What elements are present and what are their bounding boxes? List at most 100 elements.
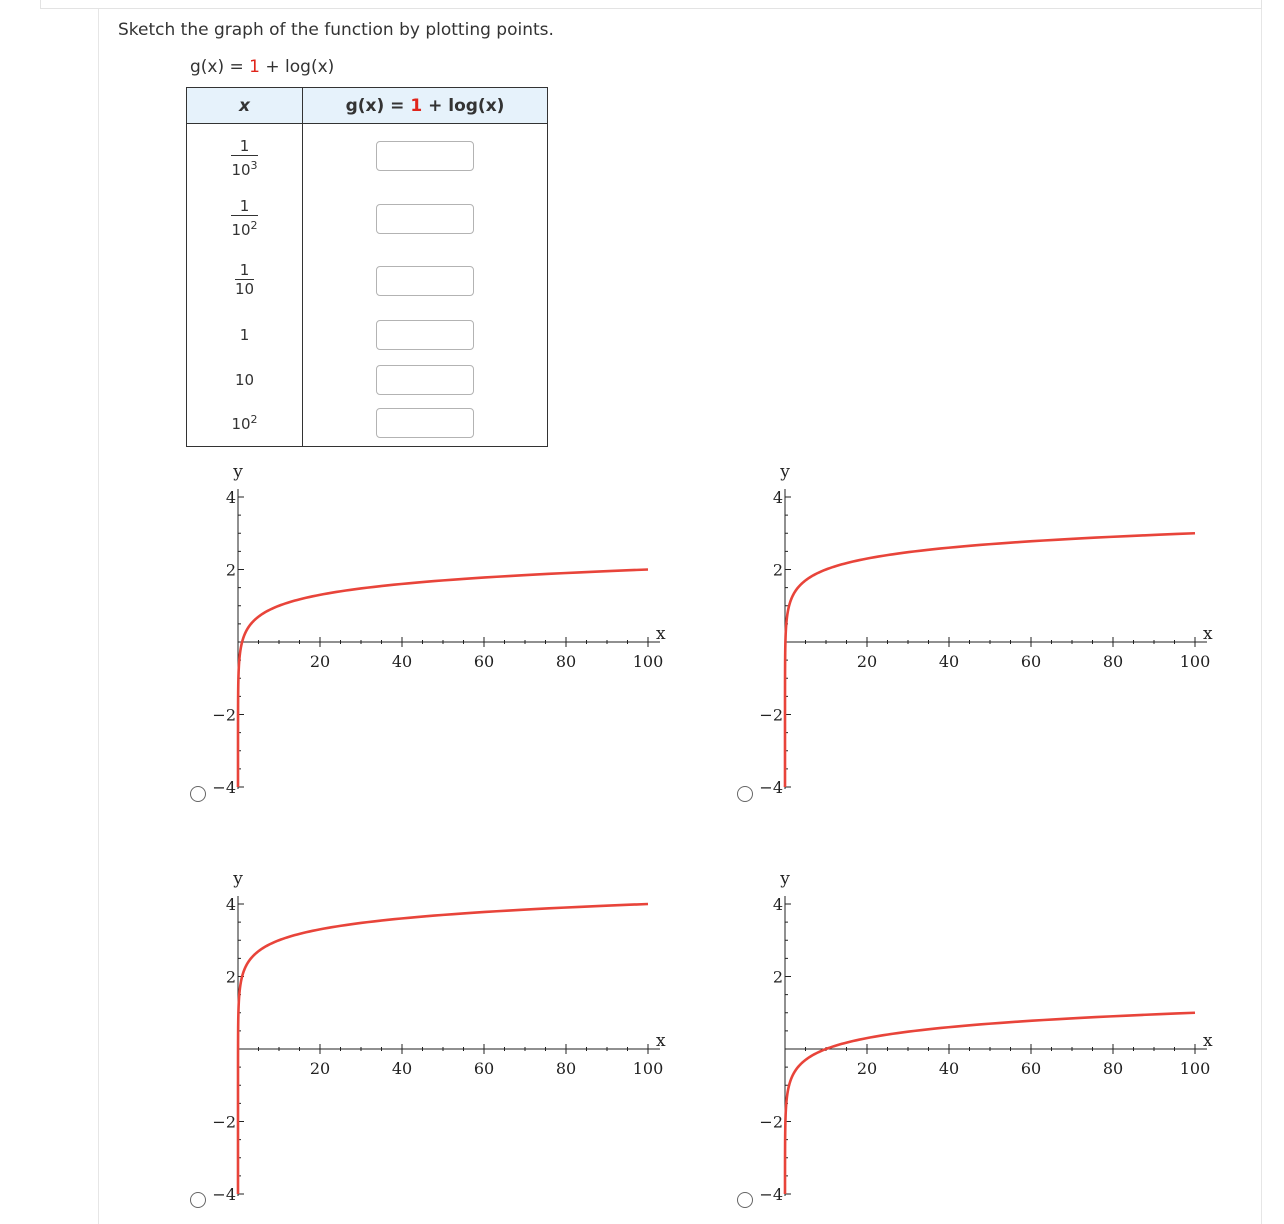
table-row: 1 103 [186,123,548,188]
table-row: 1 102 [186,187,548,250]
x-value-cell: 1 [186,311,303,359]
y-tick-label: 4 [773,488,783,507]
function-constant: 1 [249,57,260,77]
values-table: x g(x) = 1 + log(x) 1 103 1 102 1 10 1 10 1… [186,87,548,447]
table-row: 102 [186,400,548,447]
x-tick-label: 40 [392,1059,412,1078]
y-tick-label: 4 [226,895,236,914]
x-value-cell: 102 [186,400,303,447]
fraction-denominator: 102 [231,216,257,240]
denominator-base: 10 [231,220,251,239]
function-prefix: g(x) = [190,57,250,77]
denominator-exponent: 2 [250,218,258,232]
x-axis-label: x [656,624,666,644]
radio-option-b[interactable] [737,786,753,802]
y-tick-label: −4 [759,1185,783,1204]
y-tick-label: −2 [212,1113,236,1132]
x-tick-label: 100 [633,652,664,671]
y-tick-label: −2 [212,706,236,725]
function-curve [236,902,649,1195]
panel-frame-top [40,0,1262,9]
x-power-exponent: 2 [250,413,258,427]
graph-option-b: 20 40 60 80 100 4 2 −2 −4 x y [759,462,1213,797]
x-value-cell: 1 103 [186,123,303,188]
x-tick-label: 80 [556,1059,576,1078]
x-value-cell: 1 10 [186,249,303,312]
answer-input-6[interactable] [376,408,474,439]
x-tick-label: 80 [556,652,576,671]
y-tick-label: 2 [773,968,783,987]
fraction-numerator: 1 [231,197,258,216]
table-header-row: x g(x) = 1 + log(x) [186,87,548,124]
answer-cell [303,359,548,401]
table-row: 10 [186,358,548,401]
function-curve [783,1011,1196,1195]
function-curve [783,531,1196,788]
x-tick-label: 20 [310,652,330,671]
answer-cell [303,188,548,250]
header-g-constant: 1 [410,95,423,116]
x-tick-label: 60 [1021,652,1041,671]
x-axis-label: x [1203,1031,1213,1051]
x-fraction: 1 102 [231,197,258,240]
y-tick-label: −4 [759,778,783,797]
x-fraction: 1 103 [231,137,258,180]
answer-input-4[interactable] [376,320,474,350]
graph-option-c: 20 40 60 80 100 4 2 −2 −4 x y [212,869,666,1204]
instruction-text: Sketch the graph of the function by plot… [118,20,554,40]
answer-cell [303,124,548,188]
y-tick-label: −2 [759,1113,783,1132]
answer-cell [303,312,548,359]
x-tick-label: 40 [939,1059,959,1078]
x-power-base: 10 [231,415,251,434]
function-curve [236,568,649,788]
panel-border-right [1261,9,1262,1224]
radio-option-d[interactable] [737,1192,753,1208]
denominator-base: 10 [231,160,251,179]
y-tick-label: −4 [212,778,236,797]
y-tick-label: −2 [759,706,783,725]
x-value-cell: 10 [186,358,303,401]
answer-cell [303,250,548,312]
x-tick-label: 80 [1103,1059,1123,1078]
x-tick-label: 60 [1021,1059,1041,1078]
x-tick-label: 60 [474,1059,494,1078]
header-g-prefix: g(x) = [345,95,411,116]
function-label: g(x) = 1 + log(x) [190,57,334,77]
radio-option-c[interactable] [190,1192,206,1208]
x-tick-label: 80 [1103,652,1123,671]
x-tick-label: 20 [310,1059,330,1078]
fraction-numerator: 1 [234,262,255,280]
answer-cell [303,401,548,447]
y-tick-label: 2 [773,561,783,580]
x-value-cell: 1 102 [186,187,303,250]
radio-option-a[interactable] [190,786,206,802]
answer-input-1[interactable] [376,140,474,171]
graph-option-d: 20 40 60 80 100 4 2 −2 −4 x y [759,869,1213,1204]
y-tick-label: 4 [773,895,783,914]
x-fraction: 1 10 [234,262,255,299]
y-tick-label: −4 [212,1185,236,1204]
answer-input-5[interactable] [376,364,474,395]
y-tick-label: 2 [226,561,236,580]
x-tick-label: 40 [939,652,959,671]
function-suffix: + log(x) [260,57,335,77]
x-tick-label: 100 [1180,1059,1211,1078]
table-row: 1 10 [186,249,548,312]
y-tick-label: 4 [226,488,236,507]
x-tick-label: 40 [392,652,412,671]
x-tick-label: 20 [857,1059,877,1078]
y-axis-label: y [779,462,790,482]
table-row: 1 [186,311,548,359]
column-header-g: g(x) = 1 + log(x) [302,87,548,124]
y-axis-label: y [779,869,790,889]
answer-input-3[interactable] [376,265,474,296]
answer-input-2[interactable] [376,203,474,234]
x-tick-label: 100 [633,1059,664,1078]
x-tick-label: 100 [1180,652,1211,671]
x-tick-label: 60 [474,652,494,671]
graph-option-a: 20 40 60 80 100 4 2 −2 −4 x y [212,462,666,797]
denominator-exponent: 3 [250,158,258,172]
y-axis-label: y [232,869,243,889]
y-tick-label: 2 [226,968,236,987]
